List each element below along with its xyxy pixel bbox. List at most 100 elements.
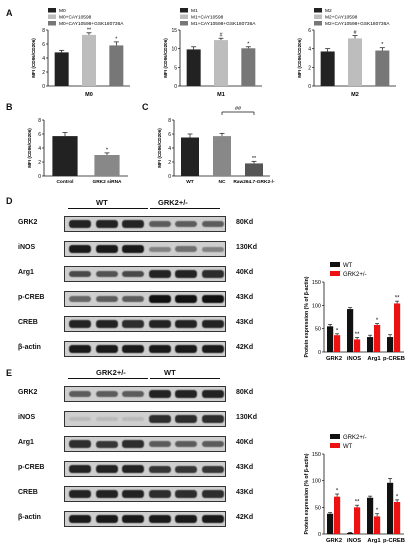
- x-axis-label: M1: [217, 92, 225, 98]
- bar: [394, 502, 401, 534]
- protein-band: [175, 515, 197, 523]
- y-axis-label: Protein expression (% of β-actin): [304, 453, 310, 534]
- significance-mark: *: [376, 318, 379, 324]
- protein-band: [175, 441, 197, 447]
- protein-band: [95, 490, 118, 498]
- y-tick-label: 6: [168, 132, 171, 138]
- y-axis-label: MFI (CD86/CD206): [31, 38, 36, 78]
- panel-e-western-blot: GRK2+/- WT GRK2 80Kd iNOS 130Kd Arg1 40Kd p-CR…: [18, 366, 300, 548]
- protein-band: [201, 490, 224, 498]
- x-axis-label: M0: [85, 92, 93, 98]
- protein-label: p-CREB: [18, 464, 45, 471]
- bar: [354, 339, 361, 352]
- protein-band: [69, 220, 91, 228]
- group-line: [68, 208, 148, 209]
- protein-band: [69, 320, 91, 328]
- protein-band: [201, 441, 224, 447]
- protein-band: [95, 320, 118, 328]
- y-tick-label: 4: [38, 146, 41, 152]
- protein-band: [95, 440, 118, 448]
- protein-band: [122, 296, 144, 302]
- y-tick-label: 0: [168, 174, 171, 180]
- group-line: [150, 378, 220, 379]
- significance-mark: #: [353, 30, 357, 36]
- significance-mark: #: [219, 33, 223, 39]
- molecular-weight-label: 130Kd: [236, 244, 258, 251]
- y-axis-label: MFI (CD86/CD206): [27, 128, 32, 168]
- molecular-weight-label: 42Kd: [236, 514, 254, 521]
- x-tick-label: GRK2: [326, 538, 342, 544]
- y-axis-label: Protein expression (% of β-actin): [304, 276, 310, 357]
- group-line: [150, 208, 220, 209]
- blot-strip: [64, 316, 226, 332]
- molecular-weight-label: 130Kd: [236, 414, 258, 421]
- protein-band: [95, 391, 118, 397]
- molecular-weight-label: 43Kd: [236, 464, 254, 471]
- y-axis-label: MFI (CD86/CD206): [163, 38, 168, 78]
- protein-label: p-CREB: [18, 294, 45, 301]
- molecular-weight-label: 43Kd: [236, 294, 254, 301]
- y-tick-label: 8: [42, 28, 45, 34]
- protein-band: [95, 245, 118, 253]
- significance-mark: **: [395, 296, 400, 302]
- legend-swatch: [330, 271, 340, 276]
- y-tick-label: 2: [168, 160, 171, 166]
- x-tick-label: NC: [219, 179, 226, 185]
- protein-band: [175, 345, 197, 353]
- protein-band: [69, 440, 91, 448]
- y-tick-label: 0: [318, 532, 321, 538]
- bar: [214, 40, 228, 86]
- protein-band: [201, 221, 224, 227]
- protein-band: [148, 270, 171, 278]
- protein-label: iNOS: [18, 414, 36, 421]
- bar: [374, 516, 381, 534]
- bar: [348, 38, 362, 86]
- x-tick-label: GRK2: [326, 356, 342, 362]
- legend-label: M0+CAY10598+GSK180736A: [59, 21, 124, 27]
- protein-band: [69, 345, 91, 353]
- protein-label: CREB: [18, 319, 38, 326]
- x-tick-label: WT: [186, 179, 194, 185]
- protein-band: [95, 270, 118, 278]
- blot-strip: [64, 291, 226, 307]
- y-tick-label: 100: [312, 479, 321, 485]
- significance-mark: *: [376, 508, 379, 514]
- molecular-weight-label: 42Kd: [236, 344, 254, 351]
- legend-swatch: [48, 14, 56, 19]
- y-tick-label: 0: [308, 84, 311, 90]
- legend-label: M2+CAY10598+GSK180736A: [325, 21, 390, 27]
- bar: [374, 324, 381, 352]
- x-tick-label: Control: [56, 179, 73, 185]
- protein-band: [201, 515, 224, 523]
- protein-band: [148, 345, 171, 353]
- legend-swatch: [330, 262, 340, 267]
- protein-label: CREB: [18, 489, 38, 496]
- y-tick-label: 8: [38, 118, 41, 124]
- protein-band: [148, 415, 171, 423]
- protein-band: [95, 417, 118, 421]
- significance-mark: **: [355, 332, 360, 338]
- legend-swatch: [330, 434, 340, 439]
- legend-label: M1+CAY10598+GSK180736A: [191, 21, 256, 27]
- protein-band: [148, 490, 171, 498]
- y-tick-label: 8: [168, 118, 171, 124]
- panel-c-chart: 0 2 4 6 8 MFI (CD86/CD206) WT NC ** Raw264.7-GRK2…: [157, 106, 275, 185]
- bar: [54, 52, 69, 86]
- protein-band: [122, 391, 144, 397]
- legend-swatch: [48, 21, 56, 26]
- bar: [327, 326, 334, 352]
- significance-mark: **: [87, 27, 92, 33]
- protein-band: [175, 246, 197, 252]
- bar: [375, 50, 390, 86]
- x-tick-label: Raw264.7-GRK2-/-: [233, 179, 275, 185]
- significance-mark: **: [252, 156, 257, 162]
- y-tick-label: 6: [308, 28, 311, 34]
- y-tick-label: 4: [168, 146, 171, 152]
- protein-band: [175, 270, 197, 278]
- panel-a-subchart: M1M1+CAY10598M1+CAY10598+GSK180736A05101…: [163, 8, 262, 98]
- protein-band: [175, 320, 197, 328]
- protein-band: [69, 515, 91, 523]
- bar: [327, 513, 334, 534]
- legend-swatch: [314, 14, 322, 19]
